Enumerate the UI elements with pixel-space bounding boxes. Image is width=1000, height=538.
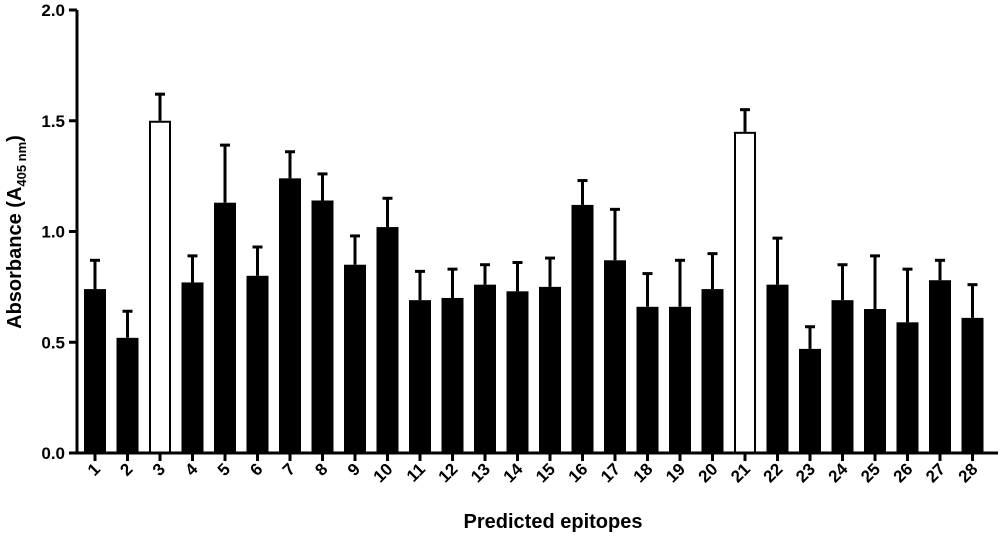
bar-20 bbox=[701, 289, 724, 453]
bar-28 bbox=[961, 317, 984, 453]
bar-18 bbox=[636, 306, 659, 453]
x-tick-label: 12 bbox=[435, 460, 462, 487]
y-axis-title-main: Absorbance (A bbox=[4, 187, 26, 329]
x-axis: 1 2 3 4 5 6 7 8 9 10 11 12 13 14 15 16 17 18 19 20 21 22 23 24 2… bbox=[75, 451, 998, 487]
x-tick-label: 13 bbox=[467, 460, 494, 487]
x-tick-label: 2 bbox=[116, 460, 136, 480]
bar-12 bbox=[441, 297, 464, 453]
x-tick-label: 1 bbox=[84, 460, 104, 480]
x-tick-label: 17 bbox=[597, 460, 624, 487]
x-tick-label: 16 bbox=[565, 460, 592, 487]
bar-17 bbox=[604, 260, 626, 453]
x-tick-label: 14 bbox=[500, 459, 527, 486]
x-tick-label: 3 bbox=[149, 460, 169, 480]
x-tick-label: 21 bbox=[727, 460, 754, 487]
bar-2 bbox=[116, 337, 139, 453]
bar-11 bbox=[409, 300, 431, 453]
x-tick-label: 27 bbox=[922, 460, 949, 487]
bar-8 bbox=[311, 200, 334, 453]
x-tick-label: 11 bbox=[403, 460, 429, 486]
bar-7 bbox=[279, 178, 301, 453]
y-axis-title-subscript: 405 nm bbox=[14, 142, 29, 187]
x-tick-label: 9 bbox=[344, 460, 364, 480]
x-axis-title: Predicted epitopes bbox=[464, 511, 643, 533]
x-tick-label: 6 bbox=[246, 460, 266, 480]
bar-23 bbox=[799, 348, 821, 453]
bar-15 bbox=[539, 286, 561, 453]
bar-5 bbox=[214, 202, 236, 453]
bar-9 bbox=[344, 264, 366, 453]
y-axis-title-close: ) bbox=[4, 135, 26, 142]
x-tick-label: 5 bbox=[214, 460, 234, 480]
x-tick-label: 20 bbox=[695, 460, 722, 487]
bar-16 bbox=[571, 204, 594, 453]
bar-24 bbox=[831, 300, 854, 453]
bar-13 bbox=[474, 284, 496, 453]
bar-4 bbox=[181, 282, 204, 453]
bar-22 bbox=[766, 284, 789, 453]
x-tick-label: 10 bbox=[370, 460, 397, 487]
x-tick-label: 28 bbox=[955, 460, 982, 487]
y-axis: 0.0 0.5 1.0 1.5 2.0 bbox=[41, 1, 79, 463]
plot-area bbox=[84, 92, 984, 454]
x-tick-label: 15 bbox=[532, 460, 559, 487]
x-tick-label: 23 bbox=[792, 460, 819, 487]
x-tick-label: 22 bbox=[760, 460, 787, 487]
x-tick-label: 26 bbox=[890, 460, 917, 487]
bar-14 bbox=[506, 291, 529, 453]
bar-19 bbox=[669, 306, 691, 453]
bar-25 bbox=[864, 309, 886, 453]
y-tick-label: 1.0 bbox=[41, 223, 65, 242]
bar-27 bbox=[929, 280, 951, 453]
x-tick-label: 19 bbox=[662, 460, 689, 487]
bar-6 bbox=[246, 275, 269, 453]
bar-26 bbox=[896, 322, 919, 453]
y-tick-label: 1.5 bbox=[41, 112, 65, 131]
x-tick-label: 7 bbox=[279, 460, 299, 480]
x-tick-label: 4 bbox=[181, 459, 202, 480]
x-tick-label: 8 bbox=[311, 460, 331, 480]
y-tick-label: 0.0 bbox=[41, 444, 65, 463]
bar-10 bbox=[376, 227, 399, 453]
y-tick-label: 2.0 bbox=[41, 1, 65, 20]
x-tick-label: 25 bbox=[857, 460, 884, 487]
bar-1 bbox=[84, 289, 106, 453]
x-tick-label: 24 bbox=[825, 459, 852, 486]
x-tick-label: 18 bbox=[630, 460, 657, 487]
y-tick-label: 0.5 bbox=[41, 333, 65, 352]
bar-3 bbox=[149, 120, 171, 454]
bar-21 bbox=[734, 131, 756, 454]
y-axis-title: Absorbance (A405 nm) bbox=[4, 135, 29, 329]
